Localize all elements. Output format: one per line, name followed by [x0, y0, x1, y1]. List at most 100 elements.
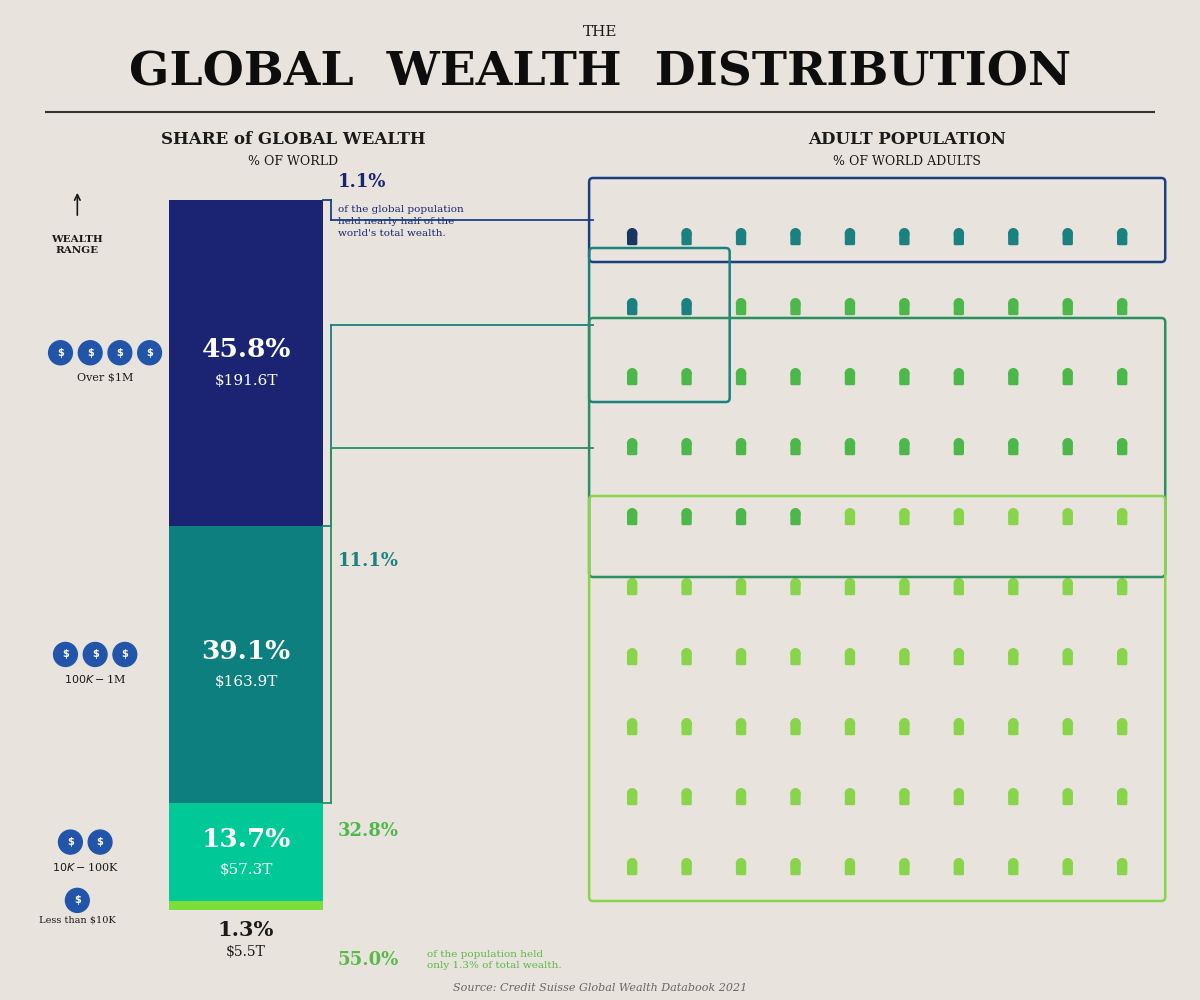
- FancyBboxPatch shape: [169, 803, 323, 901]
- Circle shape: [1063, 719, 1073, 728]
- Circle shape: [1063, 509, 1073, 518]
- Circle shape: [628, 719, 637, 728]
- Circle shape: [1117, 299, 1127, 308]
- Text: 39.1%: 39.1%: [202, 639, 290, 664]
- Circle shape: [791, 719, 800, 728]
- Circle shape: [682, 789, 691, 798]
- Circle shape: [954, 579, 964, 588]
- FancyBboxPatch shape: [736, 793, 746, 805]
- FancyBboxPatch shape: [682, 303, 691, 315]
- Circle shape: [737, 509, 745, 518]
- FancyBboxPatch shape: [682, 443, 691, 455]
- Circle shape: [1117, 719, 1127, 728]
- Circle shape: [113, 642, 137, 666]
- Circle shape: [628, 229, 637, 238]
- Circle shape: [845, 369, 854, 378]
- Circle shape: [954, 719, 964, 728]
- Circle shape: [954, 649, 964, 658]
- Circle shape: [954, 439, 964, 448]
- Circle shape: [845, 649, 854, 658]
- FancyBboxPatch shape: [1008, 723, 1019, 735]
- FancyBboxPatch shape: [845, 373, 856, 385]
- FancyBboxPatch shape: [1117, 513, 1127, 525]
- Circle shape: [845, 719, 854, 728]
- Circle shape: [791, 509, 800, 518]
- FancyBboxPatch shape: [1117, 373, 1127, 385]
- Circle shape: [682, 859, 691, 868]
- FancyBboxPatch shape: [1062, 863, 1073, 875]
- Text: of the global population
held nearly half of the
world's total wealth.: of the global population held nearly hal…: [337, 205, 463, 238]
- Circle shape: [682, 649, 691, 658]
- Text: 1.3%: 1.3%: [218, 920, 275, 940]
- Circle shape: [628, 859, 637, 868]
- FancyBboxPatch shape: [899, 443, 910, 455]
- Circle shape: [900, 439, 908, 448]
- Circle shape: [737, 719, 745, 728]
- Circle shape: [1063, 229, 1073, 238]
- Circle shape: [682, 579, 691, 588]
- Circle shape: [954, 859, 964, 868]
- Text: $57.3T: $57.3T: [220, 863, 272, 877]
- FancyBboxPatch shape: [954, 723, 964, 735]
- FancyBboxPatch shape: [736, 583, 746, 595]
- Circle shape: [1009, 859, 1018, 868]
- Circle shape: [900, 509, 908, 518]
- Circle shape: [954, 229, 964, 238]
- Circle shape: [737, 649, 745, 658]
- Text: 1.1%: 1.1%: [337, 173, 386, 191]
- Circle shape: [1117, 859, 1127, 868]
- FancyBboxPatch shape: [169, 901, 323, 910]
- Circle shape: [845, 299, 854, 308]
- Circle shape: [1117, 789, 1127, 798]
- FancyBboxPatch shape: [954, 233, 964, 245]
- Circle shape: [791, 789, 800, 798]
- Circle shape: [1063, 789, 1073, 798]
- FancyBboxPatch shape: [954, 653, 964, 665]
- FancyBboxPatch shape: [169, 200, 323, 526]
- FancyBboxPatch shape: [1117, 583, 1127, 595]
- Circle shape: [737, 229, 745, 238]
- Circle shape: [66, 888, 89, 912]
- Circle shape: [682, 299, 691, 308]
- Circle shape: [845, 789, 854, 798]
- Circle shape: [1117, 439, 1127, 448]
- Text: $: $: [58, 348, 64, 358]
- FancyBboxPatch shape: [1117, 793, 1127, 805]
- Circle shape: [628, 789, 637, 798]
- Circle shape: [1009, 719, 1018, 728]
- Circle shape: [682, 439, 691, 448]
- Circle shape: [78, 341, 102, 365]
- FancyBboxPatch shape: [1062, 513, 1073, 525]
- FancyBboxPatch shape: [1117, 443, 1127, 455]
- FancyBboxPatch shape: [1117, 653, 1127, 665]
- FancyBboxPatch shape: [1062, 583, 1073, 595]
- FancyBboxPatch shape: [899, 373, 910, 385]
- FancyBboxPatch shape: [1062, 303, 1073, 315]
- FancyBboxPatch shape: [1117, 863, 1127, 875]
- Circle shape: [682, 509, 691, 518]
- FancyBboxPatch shape: [628, 233, 637, 245]
- FancyBboxPatch shape: [791, 863, 800, 875]
- Circle shape: [1117, 509, 1127, 518]
- FancyBboxPatch shape: [1062, 793, 1073, 805]
- FancyBboxPatch shape: [1062, 653, 1073, 665]
- FancyBboxPatch shape: [1062, 373, 1073, 385]
- Circle shape: [954, 299, 964, 308]
- Circle shape: [791, 649, 800, 658]
- Circle shape: [138, 341, 162, 365]
- FancyBboxPatch shape: [736, 513, 746, 525]
- Circle shape: [682, 719, 691, 728]
- FancyBboxPatch shape: [899, 793, 910, 805]
- Circle shape: [954, 789, 964, 798]
- Text: SHARE of GLOBAL WEALTH: SHARE of GLOBAL WEALTH: [161, 131, 426, 148]
- Text: WEALTH
RANGE: WEALTH RANGE: [52, 235, 103, 255]
- Circle shape: [108, 341, 132, 365]
- FancyBboxPatch shape: [899, 723, 910, 735]
- FancyBboxPatch shape: [736, 303, 746, 315]
- FancyBboxPatch shape: [682, 373, 691, 385]
- Text: $: $: [67, 837, 73, 847]
- Circle shape: [628, 299, 637, 308]
- Circle shape: [59, 830, 83, 854]
- FancyBboxPatch shape: [899, 513, 910, 525]
- Circle shape: [1063, 579, 1073, 588]
